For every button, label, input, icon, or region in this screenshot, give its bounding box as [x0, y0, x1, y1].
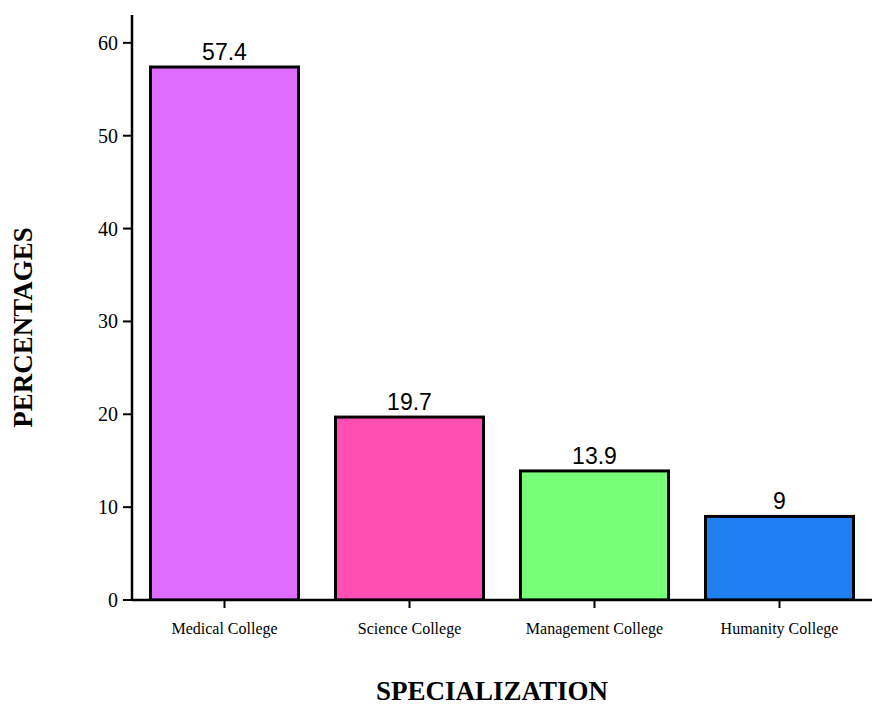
y-axis-title: PERCENTAGES [8, 227, 38, 428]
y-tick-label: 40 [98, 218, 118, 240]
data-label: 19.7 [387, 389, 432, 415]
y-tick-label: 30 [98, 310, 118, 332]
y-tick-label: 50 [98, 125, 118, 147]
data-label: 9 [773, 488, 786, 514]
bar [706, 516, 854, 600]
x-tick [594, 600, 596, 608]
y-tick-label: 60 [98, 32, 118, 54]
x-tick-label: Science College [358, 620, 462, 638]
y-tick [123, 42, 132, 44]
x-tick [224, 600, 226, 608]
x-tick [409, 600, 411, 608]
y-tick [123, 599, 132, 601]
x-axis-line [132, 599, 872, 602]
bar [336, 417, 484, 600]
y-tick-label: 10 [98, 496, 118, 518]
y-tick [123, 506, 132, 508]
chart: 57.4 19.7 13.9 9 0 10 20 30 40 50 60 Medical Colleg… [0, 0, 874, 708]
y-tick-label: 20 [98, 403, 118, 425]
y-tick [123, 135, 132, 137]
x-tick [779, 600, 781, 608]
data-label: 57.4 [202, 39, 247, 65]
x-tick-label: Medical College [171, 620, 277, 638]
x-tick-label: Humanity College [721, 620, 839, 638]
data-label: 13.9 [572, 443, 617, 469]
y-tick-label: 0 [108, 589, 118, 611]
bars [151, 67, 854, 600]
x-tick-label: Management College [526, 620, 663, 638]
x-axis-title: SPECIALIZATION [376, 676, 609, 706]
y-tick [123, 413, 132, 415]
y-tick [123, 320, 132, 322]
bar [521, 471, 669, 600]
y-axis-line [131, 15, 134, 600]
y-tick [123, 228, 132, 230]
bar [151, 67, 299, 600]
